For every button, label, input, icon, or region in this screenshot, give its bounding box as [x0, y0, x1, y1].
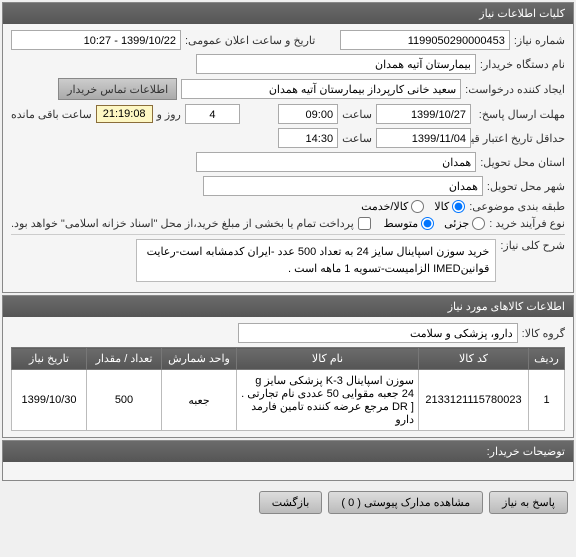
radio-medium-input[interactable]: [421, 217, 434, 230]
val-group: دارو، پزشکی و سلامت: [238, 323, 518, 343]
td-idx: 1: [529, 370, 565, 431]
lbl-need-no: شماره نیاز:: [514, 34, 565, 47]
th-idx: ردیف: [529, 348, 565, 370]
th-date: تاریخ نیاز: [12, 348, 87, 370]
th-qty: تعداد / مقدار: [87, 348, 162, 370]
td-unit: جعبه: [162, 370, 237, 431]
radio-medium[interactable]: متوسط: [384, 217, 435, 230]
td-date: 1399/10/30: [12, 370, 87, 431]
radio-service[interactable]: کالا/خدمت: [361, 200, 424, 213]
val-deadline-date: 1399/10/27: [376, 104, 471, 124]
th-name: نام کالا: [237, 348, 419, 370]
val-announce: 1399/10/22 - 10:27: [11, 30, 181, 50]
button-bar: پاسخ به نیاز مشاهده مدارک پیوستی ( 0 ) ب…: [0, 483, 576, 522]
lbl-desc: شرح کلی نیاز:: [500, 239, 565, 252]
val-province: همدان: [196, 152, 476, 172]
lbl-deadline: مهلت ارسال پاسخ:: [475, 108, 565, 121]
val-valid-date: 1399/11/04: [376, 128, 471, 148]
lbl-valid: حداقل تاریخ اعتبار قیمت:: [475, 132, 565, 145]
val-city: همدان: [203, 176, 483, 196]
answer-button[interactable]: پاسخ به نیاز: [489, 491, 568, 514]
back-button[interactable]: بازگشت: [259, 491, 323, 514]
buyer-notes-panel: توضیحات خریدار:: [2, 440, 574, 481]
lbl-days: روز و: [157, 108, 181, 121]
need-info-header: کلیات اطلاعات نیاز: [3, 3, 573, 24]
val-description: خرید سوزن اسپاینال سایز 24 به تعداد 500 …: [136, 239, 496, 282]
th-code: کد کالا: [419, 348, 529, 370]
td-qty: 500: [87, 370, 162, 431]
lbl-saat1: ساعت: [342, 108, 372, 121]
lbl-saat2: ساعت: [342, 132, 372, 145]
val-countdown: 21:19:08: [96, 105, 153, 123]
goods-header: اطلاعات کالاهای مورد نیاز: [3, 296, 573, 317]
category-radio-group: کالا کالا/خدمت: [361, 200, 465, 213]
radio-small[interactable]: جزئی: [444, 217, 485, 230]
val-creator: سعید خانی کارپرداز بیمارستان آتیه همدان: [181, 79, 461, 99]
radio-goods[interactable]: کالا: [434, 200, 465, 213]
goods-panel: اطلاعات کالاهای مورد نیاز گروه کالا: دار…: [2, 295, 574, 438]
val-need-no: 1199050290000453: [340, 30, 510, 50]
lbl-creator: ایجاد کننده درخواست:: [465, 83, 565, 96]
contact-info-button[interactable]: اطلاعات تماس خریدار: [58, 78, 177, 100]
view-docs-button[interactable]: مشاهده مدارک پیوستی ( 0 ): [328, 491, 483, 514]
val-deadline-time: 09:00: [278, 104, 338, 124]
val-valid-time: 14:30: [278, 128, 338, 148]
need-info-panel: کلیات اطلاعات نیاز شماره نیاز: 119905029…: [2, 2, 574, 293]
lbl-budget: طبقه بندی موضوعی:: [469, 200, 565, 213]
partial-pay-checkbox[interactable]: [358, 217, 371, 230]
lbl-proc: نوع فرآیند خرید :: [489, 217, 565, 230]
lbl-province: استان محل تحویل:: [480, 156, 565, 169]
val-days-left: 4: [185, 104, 240, 124]
lbl-announce: تاریخ و ساعت اعلان عمومی:: [185, 34, 315, 47]
td-name: سوزن اسپاینال K-3 پزشکی سایز g 24 جعبه م…: [237, 370, 419, 431]
process-radio-group: جزئی متوسط: [384, 217, 486, 230]
th-unit: واحد شمارش: [162, 348, 237, 370]
td-code: 2133121115780023: [419, 370, 529, 431]
table-row[interactable]: 1 2133121115780023 سوزن اسپاینال K-3 پزش…: [12, 370, 565, 431]
lbl-org: نام دستگاه خریدار:: [480, 58, 565, 71]
lbl-remaining: ساعت باقی مانده: [11, 108, 92, 121]
radio-small-input[interactable]: [472, 217, 485, 230]
radio-goods-input[interactable]: [452, 200, 465, 213]
goods-table: ردیف کد کالا نام کالا واحد شمارش تعداد /…: [11, 347, 565, 431]
lbl-group: گروه کالا:: [522, 327, 565, 340]
lbl-city: شهر محل تحویل:: [487, 180, 565, 193]
radio-service-input[interactable]: [411, 200, 424, 213]
partial-pay-check[interactable]: پرداخت تمام یا بخشی از مبلغ خرید،از محل …: [11, 217, 371, 230]
val-org: بیمارستان آتیه همدان: [196, 54, 476, 74]
buyer-notes-header: توضیحات خریدار:: [3, 441, 573, 462]
